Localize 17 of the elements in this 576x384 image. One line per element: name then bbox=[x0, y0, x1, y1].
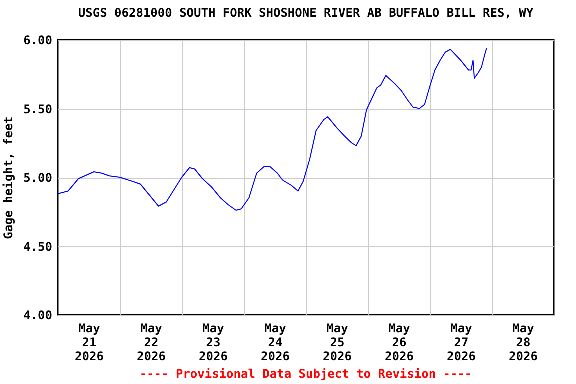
y-tick-label: 4.00 bbox=[24, 308, 52, 322]
x-tick-label: May 28 2026 bbox=[509, 322, 538, 364]
x-tick-label: May 21 2026 bbox=[75, 322, 104, 364]
x-tick-label: May 26 2026 bbox=[385, 322, 414, 364]
x-tick-label: May 22 2026 bbox=[137, 322, 166, 364]
x-tick-label: May 23 2026 bbox=[199, 322, 228, 364]
x-tick-label: May 24 2026 bbox=[261, 322, 290, 364]
x-tick-label: May 25 2026 bbox=[323, 322, 352, 364]
y-tick-label: 5.50 bbox=[24, 102, 52, 116]
y-tick-label: 4.50 bbox=[24, 240, 52, 254]
x-tick-label: May 27 2026 bbox=[447, 322, 476, 364]
y-tick-label: 5.00 bbox=[24, 171, 52, 185]
y-axis-title: Gage height, feet bbox=[2, 116, 16, 240]
chart-title: USGS 06281000 SOUTH FORK SHOSHONE RIVER AB BUFFALO BILL RES, WY bbox=[78, 6, 534, 20]
y-tick-label: 6.00 bbox=[24, 34, 52, 48]
line-series bbox=[58, 48, 488, 211]
text: ---- Provisional Data Subject to Revision ---- bbox=[138, 367, 474, 381]
